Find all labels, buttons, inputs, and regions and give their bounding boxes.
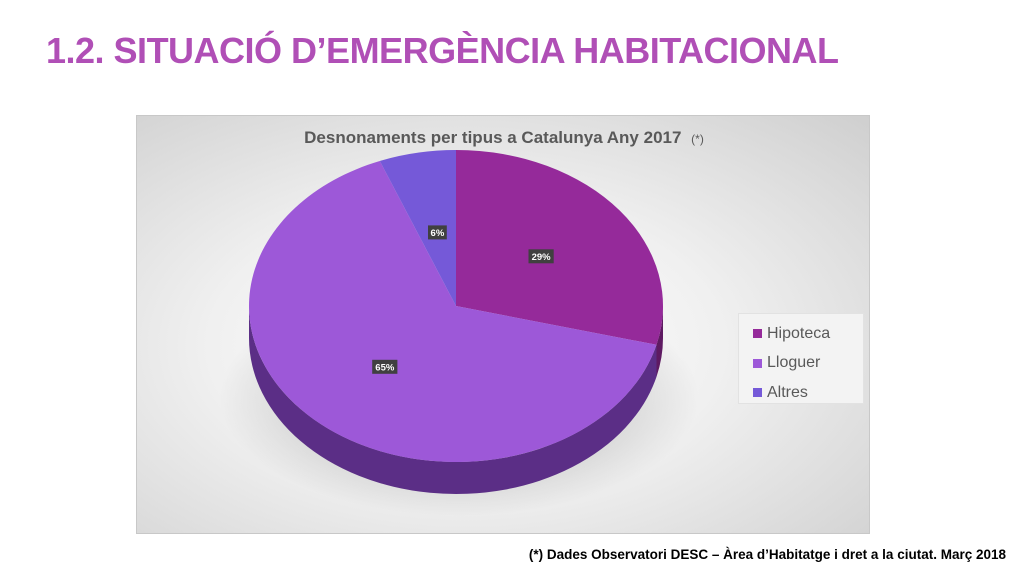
pie-slice-altres [379,150,456,306]
pie-side-hipoteca [656,306,663,377]
chart-legend: Hipoteca Lloguer Altres [738,313,864,404]
source-footnote: (*) Dades Observatori DESC – Àrea d’Habi… [528,547,1006,562]
legend-label-altres: Altres [767,383,808,401]
data-label-bg-lloguer [372,359,398,374]
data-label-hipoteca: 29% [532,252,552,263]
pie-data-labels: 29% 65% 6% [372,225,554,374]
pie-tops [249,150,664,462]
chart-title-main: Desnonaments per tipus a Catalunya Any 2… [304,128,681,147]
data-label-bg-altres [428,225,447,240]
legend-swatch-lloguer [753,358,762,368]
pie-slice-lloguer [249,160,657,462]
data-label-altres: 6% [431,228,445,239]
slide-title: 1.2. SITUACIÓ D’EMERGÈNCIA HABITACIONAL [46,30,839,71]
legend-swatch-altres [753,388,762,398]
pie-sides [249,306,663,495]
data-label-lloguer: 65% [375,362,395,373]
legend-item-lloguer: Lloguer [753,349,863,379]
legend-label-lloguer: Lloguer [767,354,821,372]
legend-item-altres: Altres [753,378,863,408]
data-label-bg-hipoteca [528,249,554,264]
pie-slice-hipoteca [456,150,664,345]
chart-title: Desnonaments per tipus a Catalunya Any 2… [304,128,704,147]
chart-title-note: (*) [691,132,704,146]
legend-label-hipoteca: Hipoteca [767,324,831,342]
legend-item-hipoteca: Hipoteca [753,319,863,349]
pie-side-lloguer [249,306,657,495]
legend-swatch-hipoteca [753,329,762,339]
pie-chart: 29% 65% 6% Desnonaments per tipus a Catalu… [219,128,704,516]
